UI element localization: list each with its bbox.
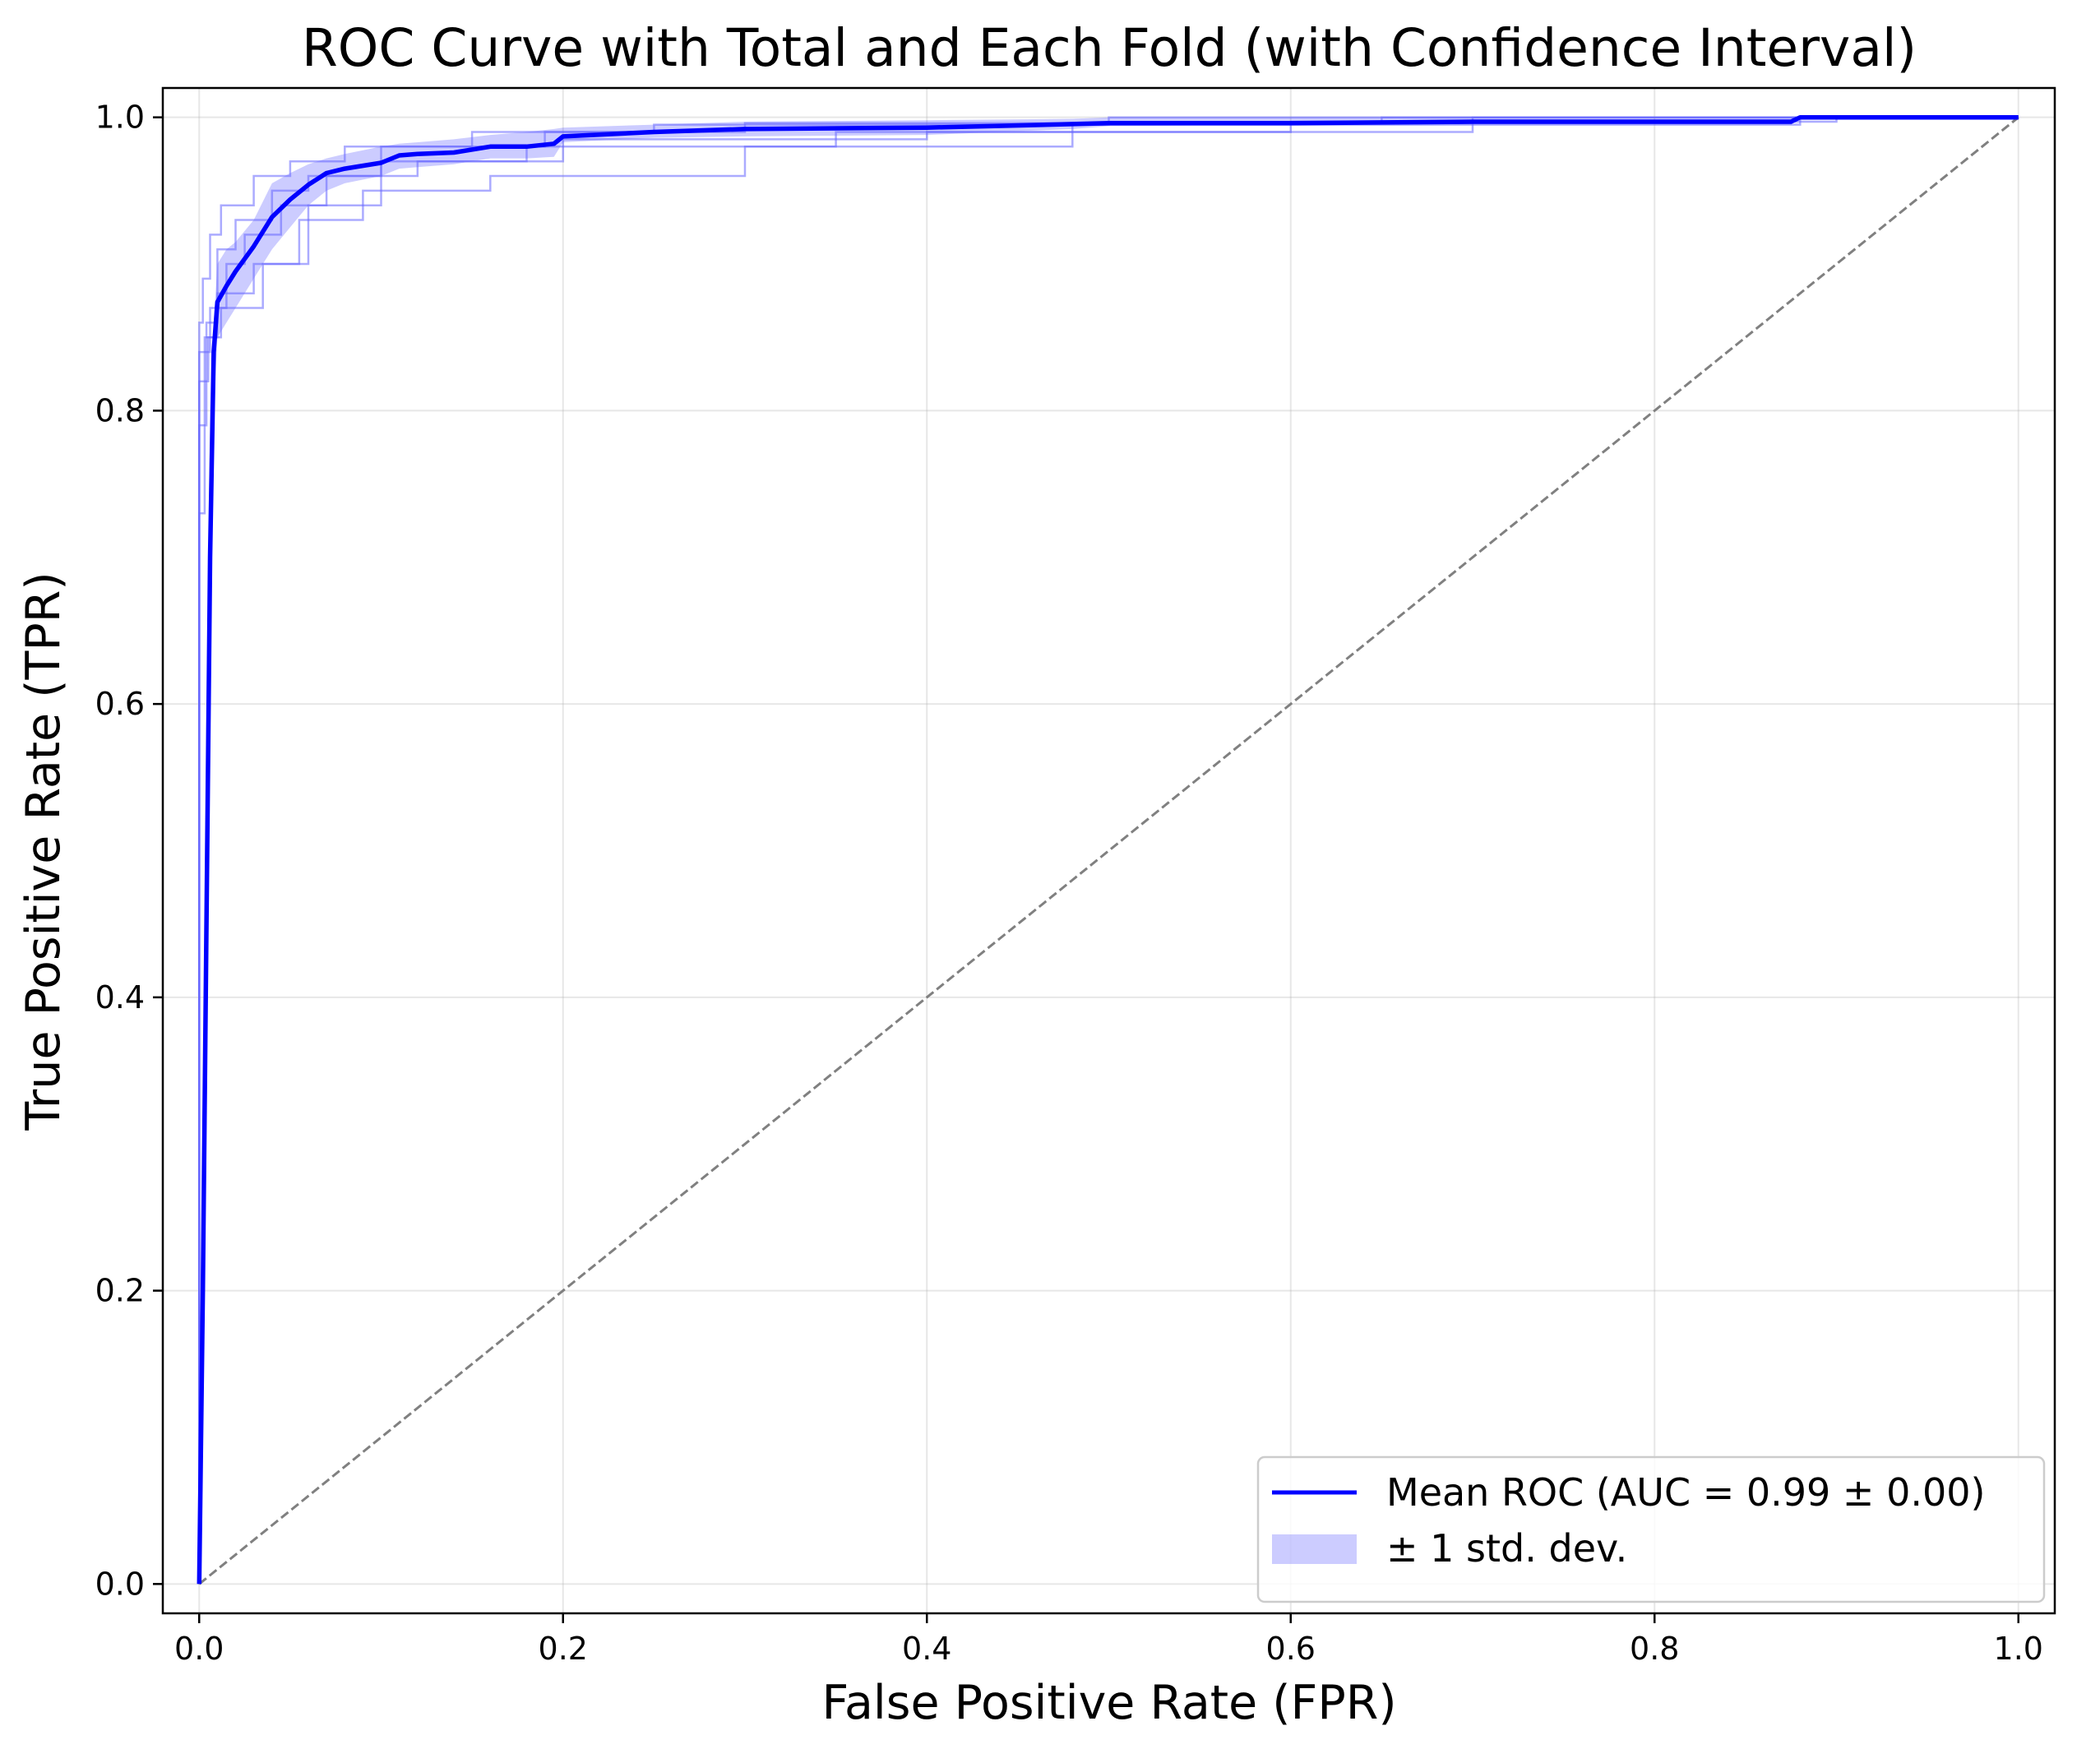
- y-tick-label-4: 0.8: [95, 392, 145, 428]
- legend-mean-label: Mean ROC (AUC = 0.99 ± 0.00): [1386, 1470, 1985, 1515]
- y-axis-label: True Positive Rate (TPR): [16, 571, 71, 1131]
- mean-roc-line: [197, 114, 2019, 1585]
- y-tick-label-5: 1.0: [95, 99, 145, 136]
- fold-curves: [198, 116, 2019, 1585]
- x-tick-label-1: 0.2: [539, 1631, 588, 1667]
- axes-frame: [161, 86, 2056, 1615]
- y-tick-label-0: 0.0: [95, 1566, 145, 1602]
- chart-title: ROC Curve with Total and Each Fold (with…: [302, 18, 1917, 78]
- fold-curve-1: [198, 116, 2019, 1585]
- y-tick-label-2: 0.4: [95, 979, 145, 1016]
- x-tick-label-3: 0.6: [1266, 1631, 1316, 1667]
- chance-line: [198, 116, 2019, 1585]
- mean-roc-group: [197, 114, 2019, 1585]
- legend: Mean ROC (AUC = 0.99 ± 0.00) ± 1 std. de…: [1256, 1455, 2046, 1603]
- chance-line-group: [198, 116, 2019, 1585]
- y-axis-ticks: 0.0 0.2 0.4 0.6 0.8 1.0: [95, 99, 163, 1602]
- x-tick-label-0: 0.0: [174, 1631, 224, 1667]
- legend-band-swatch: [1272, 1534, 1357, 1564]
- legend-box: [1256, 1455, 2046, 1603]
- legend-band-label: ± 1 std. dev.: [1386, 1526, 1627, 1571]
- plot-area: [197, 114, 2019, 1585]
- x-axis-ticks: 0.0 0.2 0.4 0.6 0.8 1.0: [174, 1613, 2043, 1667]
- x-tick-label-4: 0.8: [1630, 1631, 1679, 1667]
- x-tick-label-2: 0.4: [902, 1631, 951, 1667]
- x-tick-label-5: 1.0: [1994, 1631, 2043, 1667]
- y-tick-label-3: 0.6: [95, 686, 145, 722]
- y-tick-label-1: 0.2: [95, 1273, 145, 1309]
- x-axis-label: False Positive Rate (FPR): [821, 1676, 1396, 1730]
- grid-lines: [163, 88, 2055, 1613]
